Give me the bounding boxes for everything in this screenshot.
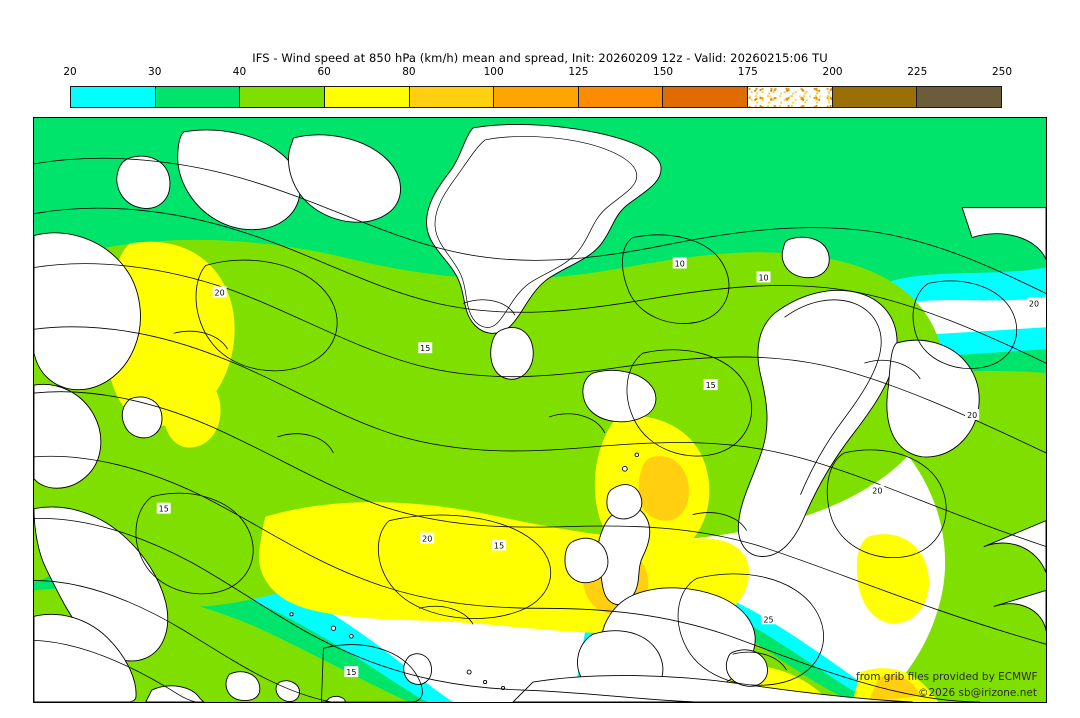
colorbar-tick-60: 60	[317, 66, 331, 78]
colorbar-legend: 20 30 40 60 80 100 125 150 175 200 225 250	[63, 66, 1012, 108]
contour-label-bg	[756, 271, 771, 283]
page-title: IFS - Wind speed at 850 hPa (km/h) mean …	[252, 51, 828, 65]
colorbar-segment-80-100	[409, 87, 495, 107]
colorbar-tick-80: 80	[402, 66, 416, 78]
contour-label-bg	[761, 613, 776, 625]
colorbar-segment-125-150	[578, 87, 664, 107]
map-canvas[interactable]: 2015101020152015201520251510151515	[33, 117, 1047, 703]
colorbar-segment-200-225	[832, 87, 918, 107]
colorbar-tick-labels: 20 30 40 60 80 100 125 150 175 200 225 250	[63, 66, 1012, 82]
colorbar-tick-20: 20	[63, 66, 77, 78]
contour-label: 25	[763, 615, 773, 624]
contour-label: 20	[422, 535, 432, 544]
spread-contour-lines	[34, 157, 1046, 702]
colorbar-tick-175: 175	[737, 66, 758, 78]
colorbar-segment-30-40	[155, 87, 241, 107]
contour-label-bg	[420, 532, 435, 544]
contour-label: 15	[346, 668, 356, 677]
contour-value-labels: 2015101020152015201520251510151515	[156, 257, 1042, 678]
colorbar-tick-150: 150	[653, 66, 674, 78]
contour-label: 15	[159, 505, 169, 514]
weather-map-svg[interactable]: 2015101020152015201520251510151515	[34, 118, 1046, 702]
contour-label: 20	[1029, 299, 1039, 308]
colorbar-tick-250: 250	[991, 66, 1013, 78]
colorbar-tick-225: 225	[907, 66, 928, 78]
contour-label-bg	[156, 502, 171, 514]
contour-label: 10	[758, 273, 768, 282]
colorbar-segment-60-80	[324, 87, 410, 107]
contour-label-bg	[212, 286, 227, 298]
contour-label: 15	[706, 381, 716, 390]
colorbar-segment-225-250	[917, 87, 1002, 107]
contour-label: 20	[967, 411, 977, 420]
contour-label-bg	[492, 539, 507, 551]
colorbar-segment-40-60	[240, 87, 325, 107]
colorbar-tick-125: 125	[568, 66, 589, 78]
colorbar-tick-40: 40	[232, 66, 247, 78]
colorbar-gradient	[70, 86, 1002, 108]
colorbar-segment-175-200	[748, 87, 833, 107]
colorbar-segment-150-175	[663, 87, 749, 107]
coastlines	[34, 124, 1046, 702]
contour-label: 20	[872, 487, 882, 496]
colorbar-segment-20-30	[71, 87, 156, 107]
contour-label-bg	[703, 379, 718, 391]
contour-label: 10	[675, 259, 685, 268]
contour-label-bg	[965, 409, 980, 420]
contour-label-bg	[870, 484, 885, 496]
contour-label: 15	[420, 344, 430, 353]
data-source-attribution: from grib files provided by ECMWF	[856, 671, 1038, 683]
contour-label-bg	[418, 342, 433, 354]
contour-label-bg	[344, 666, 359, 678]
colorbar-tick-30: 30	[148, 66, 162, 78]
contour-label-bg	[672, 257, 687, 269]
colorbar-tick-100: 100	[483, 66, 504, 78]
colorbar-tick-200: 200	[822, 66, 843, 78]
contour-label: 15	[494, 542, 504, 551]
contour-label: 20	[215, 288, 225, 297]
copyright-attribution: ©2026 sb@irizone.net	[918, 687, 1037, 699]
contour-label-bg	[1027, 297, 1042, 309]
colorbar-segment-100-125	[494, 87, 579, 107]
